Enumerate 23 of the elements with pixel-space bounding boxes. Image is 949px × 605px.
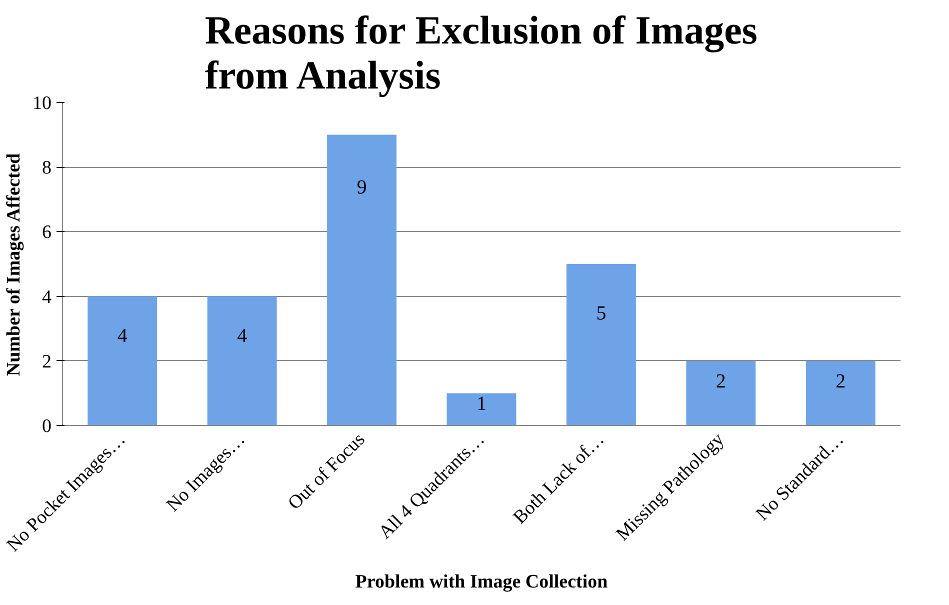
data-label: 4 <box>117 325 128 348</box>
bar <box>207 296 277 426</box>
y-tick-label: 8 <box>42 158 52 179</box>
y-tick-label: 0 <box>42 416 52 437</box>
y-tick-label: 2 <box>42 351 52 372</box>
y-tick-label: 4 <box>42 286 52 308</box>
y-tick-label: 10 <box>32 93 52 114</box>
data-label: 2 <box>716 370 726 392</box>
bar <box>327 134 397 426</box>
bar <box>446 393 516 426</box>
bar <box>88 296 158 426</box>
data-label: 5 <box>596 302 606 324</box>
x-axis-title: Problem with Image Collection <box>355 571 608 592</box>
chart-title: Reasons for Exclusion of Images from Analysis <box>204 8 758 98</box>
bar <box>686 360 756 426</box>
bar <box>566 264 636 426</box>
bar <box>806 360 876 426</box>
data-label: 1 <box>476 392 486 415</box>
y-tick-label: 6 <box>42 222 52 244</box>
data-label: 2 <box>836 370 846 392</box>
data-label: 4 <box>237 325 248 348</box>
data-label: 9 <box>356 176 367 198</box>
y-axis-title: Number of Images Affected <box>4 152 24 376</box>
